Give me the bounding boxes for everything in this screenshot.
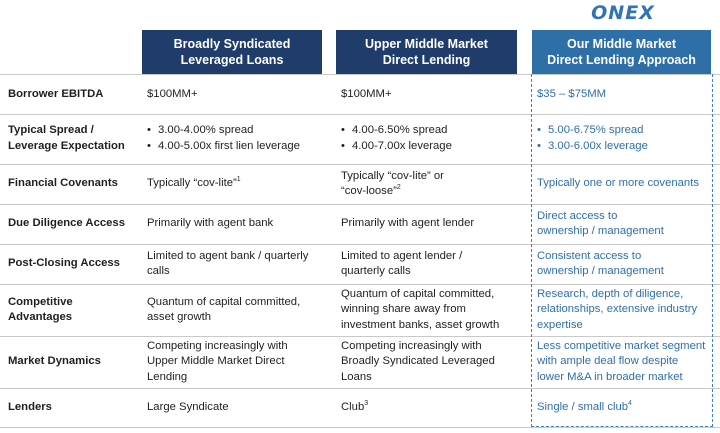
cell-text: Primarily with agent lender <box>341 217 475 230</box>
cell-text: Typically “cov-lite” <box>147 177 237 190</box>
table-cell: 4.00-6.50% spread4.00-7.00x leverage <box>341 113 521 164</box>
table-row: Borrower EBITDA $100MM+ $100MM+ $35 – $75MM <box>0 74 720 115</box>
table-cell: Direct access to ownership / management <box>537 204 713 244</box>
header-our-approach: Our Middle Market Direct Lending Approac… <box>532 30 711 74</box>
cell-text: Due Diligence Access <box>8 217 125 230</box>
header-broadly-syndicated: Broadly Syndicated Leveraged Loans <box>142 30 322 74</box>
cell-text: Limited to agent bank / quarterly calls <box>147 249 309 278</box>
table-cell: Limited to agent bank / quarterly calls <box>147 244 325 284</box>
footnote-marker: 4 <box>628 399 632 407</box>
bullet-item: 4.00-5.00x first lien leverage <box>147 139 300 155</box>
cell-text: Typical Spread / Leverage Expectation <box>8 124 125 152</box>
table-cell: Primarily with agent lender <box>341 204 521 244</box>
cell-text: Consistent access to ownership / managem… <box>537 249 664 278</box>
header-label: Our Middle Market Direct Lending Approac… <box>547 37 696 67</box>
cell-text: Quantum of capital committed, winning sh… <box>341 287 500 331</box>
row-label: Typical Spread / Leverage Expectation <box>8 113 136 164</box>
cell-text: Competing increasingly with Broadly Synd… <box>341 339 495 383</box>
table-cell: Limited to agent lender / quarterly call… <box>341 244 521 284</box>
cell-text: Club <box>341 400 365 413</box>
table-cell: Competing increasingly with Broadly Synd… <box>341 336 521 388</box>
table-cell: Typically “cov-lite”1 <box>147 164 325 204</box>
cell-text: $35 – $75MM <box>537 87 607 100</box>
table-cell: Large Syndicate <box>147 388 325 427</box>
table-cell: Club3 <box>341 388 521 427</box>
footnote-marker: 1 <box>236 176 241 184</box>
table-cell: $100MM+ <box>341 75 521 114</box>
table-cell: Typically one or more covenants <box>537 164 713 204</box>
table-cell: $100MM+ <box>147 75 325 114</box>
bullet-list: 4.00-6.50% spread4.00-7.00x leverage <box>341 123 452 154</box>
cell-text: Direct access to ownership / management <box>537 209 664 238</box>
cell-text: Less competitive market segment with amp… <box>537 339 706 383</box>
table-cell: Quantum of capital committed, winning sh… <box>341 284 521 336</box>
cell-text: Primarily with agent bank <box>147 217 274 230</box>
header-label: Upper Middle Market Direct Lending <box>365 37 488 67</box>
cell-text: Lenders <box>8 400 52 413</box>
table-row: Financial Covenants Typically “cov-lite”1… <box>0 164 720 205</box>
cell-text: Typically “cov-lite” or “cov-loose” <box>341 169 444 198</box>
row-label: Financial Covenants <box>8 164 136 204</box>
bullet-item: 5.00-6.75% spread <box>537 123 648 139</box>
row-label: Market Dynamics <box>8 336 136 388</box>
cell-text: Financial Covenants <box>8 177 118 190</box>
table-cell: Research, depth of diligence, relationsh… <box>537 284 713 336</box>
cell-text: Large Syndicate <box>147 400 229 413</box>
footnote-marker: 3 <box>364 399 369 407</box>
table-cell: Typically “cov-lite” or “cov-loose”2 <box>341 164 521 204</box>
bullet-item: 3.00-4.00% spread <box>147 123 300 139</box>
cell-text: $100MM+ <box>147 87 198 100</box>
footnote-marker: 2 <box>396 184 401 191</box>
onex-logo: ONEX <box>591 2 655 24</box>
cell-text: Limited to agent lender / quarterly call… <box>341 249 463 278</box>
cell-text: Competitive Advantages <box>8 295 73 324</box>
bullet-list: 5.00-6.75% spread3.00-6.00x leverage <box>537 123 648 154</box>
table-cell: Consistent access to ownership / managem… <box>537 244 713 284</box>
cell-text: Post-Closing Access <box>8 257 120 270</box>
header-upper-middle-market: Upper Middle Market Direct Lending <box>336 30 517 74</box>
bullet-item: 4.00-6.50% spread <box>341 123 452 139</box>
row-label: Competitive Advantages <box>8 284 136 336</box>
table-cell: Quantum of capital committed, asset grow… <box>147 284 325 336</box>
row-label: Post-Closing Access <box>8 244 136 284</box>
table-cell: Single / small club4 <box>537 388 713 427</box>
cell-text: Quantum of capital committed, asset grow… <box>147 295 301 324</box>
table-cell: Less competitive market segment with amp… <box>537 336 713 388</box>
cell-text: Competing increasingly with Upper Middle… <box>147 339 288 383</box>
bullet-item: 4.00-7.00x leverage <box>341 139 452 155</box>
table-row: Post-Closing Access Limited to agent bank… <box>0 244 720 285</box>
cell-text: Market Dynamics <box>8 355 101 368</box>
cell-text: Single / small club <box>537 400 629 413</box>
bullet-item: 3.00-6.00x leverage <box>537 139 648 155</box>
table-row: Market Dynamics Competing increasingly wi… <box>0 336 720 389</box>
cell-text: Borrower EBITDA <box>8 87 104 100</box>
table-row: Due Diligence Access Primarily with agent… <box>0 204 720 245</box>
cell-text: Research, depth of diligence, relationsh… <box>537 287 698 331</box>
table-row: Lenders Large Syndicate Club3 Single / smal… <box>0 388 720 428</box>
row-label: Borrower EBITDA <box>8 75 136 114</box>
table-cell: Primarily with agent bank <box>147 204 325 244</box>
bullet-list: 3.00-4.00% spread4.00-5.00x first lien l… <box>147 123 300 154</box>
table-row: Typical Spread / Leverage Expectation 3.0… <box>0 113 720 165</box>
table-cell: 5.00-6.75% spread3.00-6.00x leverage <box>537 113 713 164</box>
cell-text: $100MM+ <box>341 87 392 100</box>
table-row: Competitive Advantages Quantum of capital… <box>0 284 720 337</box>
table-cell: 3.00-4.00% spread4.00-5.00x first lien l… <box>147 113 325 164</box>
cell-text: Typically one or more covenants <box>537 177 700 190</box>
table-cell: Competing increasingly with Upper Middle… <box>147 336 325 388</box>
table-cell: $35 – $75MM <box>537 75 713 114</box>
highlight-column-border <box>531 74 713 427</box>
row-label: Lenders <box>8 388 136 427</box>
header-label: Broadly Syndicated Leveraged Loans <box>173 37 291 67</box>
row-label: Due Diligence Access <box>8 204 136 244</box>
